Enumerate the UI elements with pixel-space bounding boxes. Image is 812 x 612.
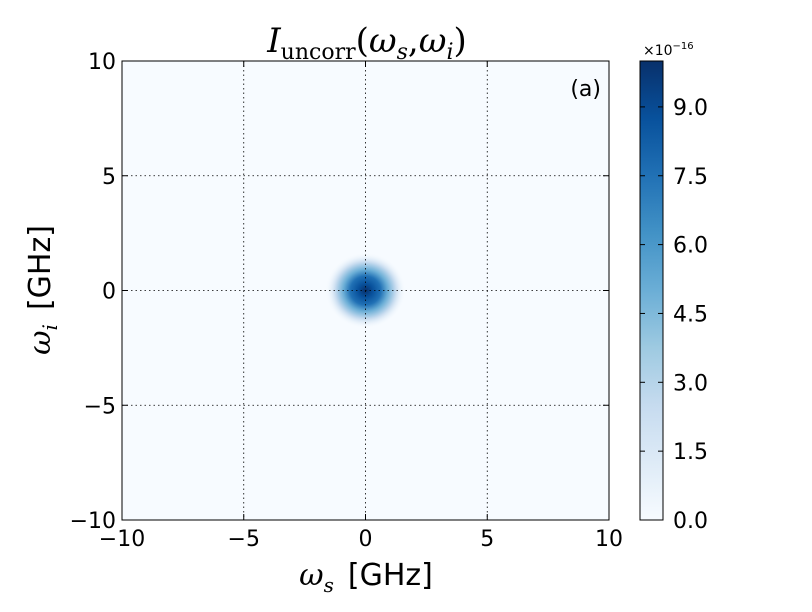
title-arg1: ω bbox=[369, 21, 397, 61]
y-axis-label-unit: [GHz] bbox=[23, 225, 58, 310]
colorbar-ticks: 0.0 1.5 3.0 4.5 6.0 7.5 9.0 bbox=[640, 96, 708, 534]
y-tick-label-2: 0 bbox=[102, 280, 116, 305]
title-close-paren: ) bbox=[454, 21, 467, 61]
y-axis-label-sub: i bbox=[38, 324, 62, 330]
title-open-paren: ( bbox=[356, 21, 369, 61]
title-arg1-sub: s bbox=[397, 40, 408, 65]
chart-title: Iuncorr(ωs,ωi) bbox=[266, 21, 467, 65]
x-axis-ticks: −10 −5 0 5 10 bbox=[99, 61, 623, 552]
panel-label: (a) bbox=[570, 77, 601, 102]
colorbar bbox=[639, 60, 664, 521]
colorbar-tick-label-3: 4.5 bbox=[673, 302, 708, 327]
colorbar-tick-label-6: 9.0 bbox=[673, 96, 708, 121]
x-tick-label-1: −5 bbox=[228, 527, 260, 552]
y-axis-label: ωi [GHz] bbox=[23, 225, 62, 355]
title-symbol: I bbox=[266, 21, 281, 61]
y-tick-label-0: −10 bbox=[70, 509, 116, 534]
x-axis-label-sub: s bbox=[324, 573, 334, 597]
x-axis-label-unit: [GHz] bbox=[348, 558, 433, 593]
colorbar-tick-label-2: 3.0 bbox=[673, 371, 708, 396]
y-tick-label-1: −5 bbox=[84, 394, 116, 419]
x-axis-label: ωs [GHz] bbox=[299, 558, 433, 597]
colorbar-tick-label-5: 7.5 bbox=[673, 165, 708, 190]
title-arg2-sub: i bbox=[446, 40, 453, 65]
y-axis-ticks: −10 −5 0 5 10 bbox=[70, 50, 609, 534]
x-tick-label-2: 0 bbox=[359, 527, 373, 552]
colorbar-multiplier-exp: −16 bbox=[673, 41, 694, 52]
colorbar-tick-label-0: 0.0 bbox=[673, 509, 708, 534]
x-axis-label-symbol: ω bbox=[299, 558, 323, 593]
x-tick-label-0: −10 bbox=[99, 527, 145, 552]
y-tick-label-3: 5 bbox=[102, 165, 116, 190]
x-tick-label-4: 10 bbox=[595, 527, 623, 552]
colorbar-tick-label-4: 6.0 bbox=[673, 234, 708, 259]
y-tick-label-4: 10 bbox=[88, 50, 116, 75]
colorbar-tick-label-1: 1.5 bbox=[673, 440, 708, 465]
title-comma: , bbox=[408, 21, 419, 61]
y-axis-label-symbol: ω bbox=[23, 330, 58, 354]
title-arg2: ω bbox=[419, 21, 447, 61]
colorbar-multiplier: ×10−16 bbox=[643, 41, 694, 59]
x-tick-label-3: 5 bbox=[480, 527, 494, 552]
colorbar-multiplier-base: ×10 bbox=[643, 43, 673, 59]
grid-lines bbox=[122, 61, 609, 520]
